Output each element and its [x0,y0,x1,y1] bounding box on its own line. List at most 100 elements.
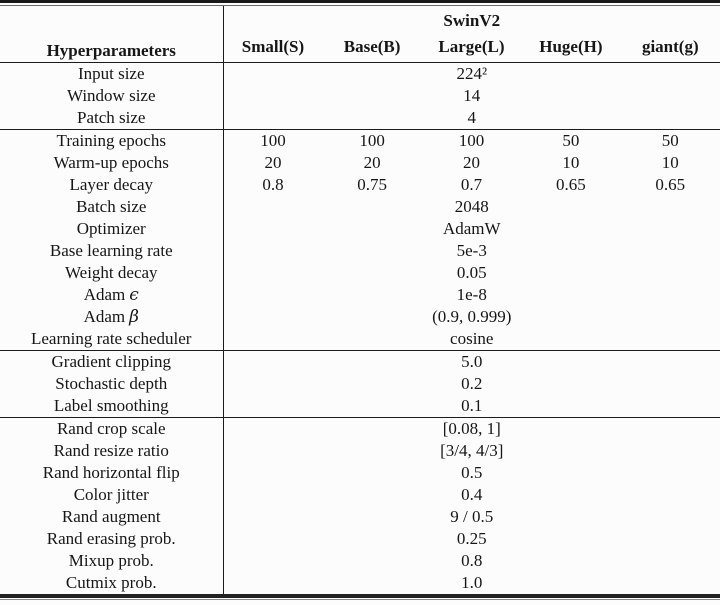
header-col-huge: Huge(H) [521,32,621,63]
header-col-base: Base(B) [322,32,422,63]
row-label: Learning rate scheduler [0,327,224,351]
table-row-warmup-epochs: Warm-up epochs 20 20 20 10 10 [0,151,720,174]
cell-value: 20 [462,152,480,172]
table-row-layer-decay: Layer decay 0.8 0.75 0.7 0.65 0.65 [0,173,720,196]
row-label: Optimizer [0,217,224,240]
header-col-giant: giant(g) [620,32,720,63]
row-label: Base learning rate [0,239,224,262]
row-value: 1e-8 [456,284,487,304]
row-label: Rand erasing prob. [0,527,224,550]
row-value: 0.1 [223,394,720,418]
row-value: 4 [223,106,720,130]
table-row-cutmix-prob: Cutmix prob. 1.0 [0,571,720,594]
cell-value: 50 [661,130,679,150]
cell-value: 0.8 [262,174,284,194]
row-label: Adam ϵ [0,283,224,306]
table-row-window-size: Window size 14 [0,84,720,107]
epsilon-symbol: ϵ [129,284,139,305]
cell-value: 0.75 [357,174,387,194]
header-col-large: Large(L) [421,32,522,63]
row-value: 2048 [454,196,489,216]
row-value: 5.0 [461,351,483,371]
table-row-lr-scheduler: Learning rate scheduler cosine [0,327,720,351]
row-value: 0.25 [456,528,487,548]
row-value: 224² [456,63,488,83]
row-value: 5e-3 [456,240,487,260]
cell-value: 10 [562,152,580,172]
table-row-adam-beta: Adam β (0.9, 0.999) [0,305,720,328]
table-header: Hyperparameters SwinV2 Small(S) Base(B) … [0,6,720,63]
row-value: 0.05 [456,262,487,282]
row-value: 0.4 [461,484,483,504]
row-value: [3/4, 4/3] [440,440,504,460]
row-value: [0.08, 1] [442,418,501,438]
table-row-optimizer: Optimizer AdamW [0,217,720,240]
table-row-rand-crop-scale: Rand crop scale [0.08, 1] [0,417,720,440]
row-label: Rand resize ratio [0,439,224,462]
row-label: Stochastic depth [0,372,224,395]
row-label: Cutmix prob. [0,571,224,594]
table-row-rand-resize-ratio: Rand resize ratio [3/4, 4/3] [0,439,720,462]
hyperparameters-table: Hyperparameters SwinV2 Small(S) Base(B) … [0,6,720,594]
header-col-small: Small(S) [223,32,323,63]
cell-value: 0.65 [555,174,586,194]
header-hyperparameters: Hyperparameters [0,6,224,63]
header-group-row: Hyperparameters SwinV2 [0,6,720,63]
row-value: 14 [463,85,481,105]
cell-value: 20 [264,152,282,172]
row-label: Label smoothing [0,394,224,418]
row-label: Rand crop scale [0,417,224,440]
cell-value: 0.65 [655,174,686,194]
cell-value: 50 [562,130,580,150]
row-value: 9 / 0.5 [450,506,494,526]
cell-value: 0.7 [460,174,483,194]
row-label: Window size [0,84,224,107]
header-columns-row: Small(S) Base(B) Large(L) Huge(H) giant(… [0,32,720,63]
table-row-rand-erasing-prob: Rand erasing prob. 0.25 [0,527,720,550]
table-row-color-jitter: Color jitter 0.4 [0,483,720,506]
row-value: AdamW [442,218,501,238]
row-label: Color jitter [0,483,224,506]
row-label: Mixup prob. [0,549,224,572]
row-label: Weight decay [0,261,224,284]
table-row-stochastic-depth: Stochastic depth 0.2 [0,372,720,395]
row-label: Gradient clipping [0,350,224,373]
table-row-weight-decay: Weight decay 0.05 [0,261,720,284]
table-row-label-smoothing: Label smoothing 0.1 [0,394,720,418]
cell-value: 100 [458,130,485,150]
row-value: 1.0 [461,572,483,592]
cell-value: 100 [359,130,385,150]
row-value: cosine [223,327,720,351]
row-label: Layer decay [0,173,224,196]
cell-value: 100 [260,130,286,150]
row-label: Training epochs [0,129,224,152]
row-label: Warm-up epochs [0,151,224,174]
table-row-rand-horizontal-flip: Rand horizontal flip 0.5 [0,461,720,484]
table-row-base-learning-rate: Base learning rate 5e-3 [0,239,720,262]
table-bottom-rule [0,593,720,600]
row-label: Patch size [0,106,224,130]
table-row-gradient-clipping: Gradient clipping 5.0 [0,350,720,373]
row-value: (0.9, 0.999) [432,306,512,326]
row-label: Batch size [0,195,224,218]
table-row-mixup-prob: Mixup prob. 0.8 [0,549,720,572]
table-top-rule [0,0,720,6]
table-row-adam-epsilon: Adam ϵ 1e-8 [0,283,720,306]
table-row-rand-augment: Rand augment 9 / 0.5 [0,505,720,528]
table-row-training-epochs: Training epochs 100 100 100 50 50 [0,129,720,152]
row-value: 0.8 [461,550,483,570]
row-label: Rand horizontal flip [0,461,224,484]
cell-value: 10 [661,152,679,172]
table-row-input-size: Input size 224² [0,62,720,85]
row-label: Input size [0,62,224,85]
row-label: Rand augment [0,505,224,528]
header-group-swinv2: SwinV2 [443,11,501,30]
table-body: Input size 224² Window size 14 Patch siz… [0,62,720,594]
table-row-patch-size: Patch size 4 [0,106,720,130]
beta-symbol: β [129,306,139,327]
row-label: Adam β [0,305,224,328]
row-value: 0.2 [461,373,483,393]
table-row-batch-size: Batch size 2048 [0,195,720,218]
cell-value: 20 [363,152,381,172]
